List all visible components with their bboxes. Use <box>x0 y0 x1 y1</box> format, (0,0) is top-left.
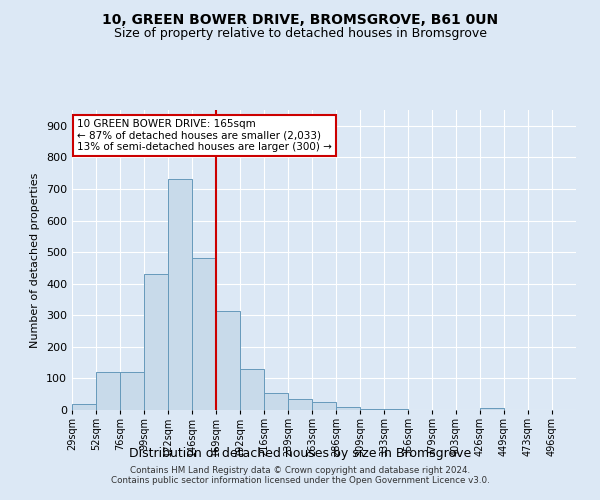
Bar <box>169 180 191 410</box>
Text: Contains HM Land Registry data © Crown copyright and database right 2024.
Contai: Contains HM Land Registry data © Crown c… <box>110 466 490 485</box>
Bar <box>265 392 287 410</box>
Bar <box>313 402 335 410</box>
Text: 10, GREEN BOWER DRIVE, BROMSGROVE, B61 0UN: 10, GREEN BOWER DRIVE, BROMSGROVE, B61 0… <box>102 12 498 26</box>
Bar <box>481 408 503 410</box>
Bar <box>121 372 143 410</box>
Bar <box>289 399 311 410</box>
Bar <box>241 369 263 410</box>
Bar <box>337 407 359 410</box>
Bar <box>217 310 239 410</box>
Text: 10 GREEN BOWER DRIVE: 165sqm
← 87% of detached houses are smaller (2,033)
13% of: 10 GREEN BOWER DRIVE: 165sqm ← 87% of de… <box>77 119 332 152</box>
Bar <box>145 274 167 410</box>
Y-axis label: Number of detached properties: Number of detached properties <box>31 172 40 348</box>
Bar <box>193 258 215 410</box>
Bar <box>73 404 95 410</box>
Bar <box>97 372 119 410</box>
Text: Size of property relative to detached houses in Bromsgrove: Size of property relative to detached ho… <box>113 28 487 40</box>
Bar <box>361 409 383 410</box>
Text: Distribution of detached houses by size in Bromsgrove: Distribution of detached houses by size … <box>129 448 471 460</box>
